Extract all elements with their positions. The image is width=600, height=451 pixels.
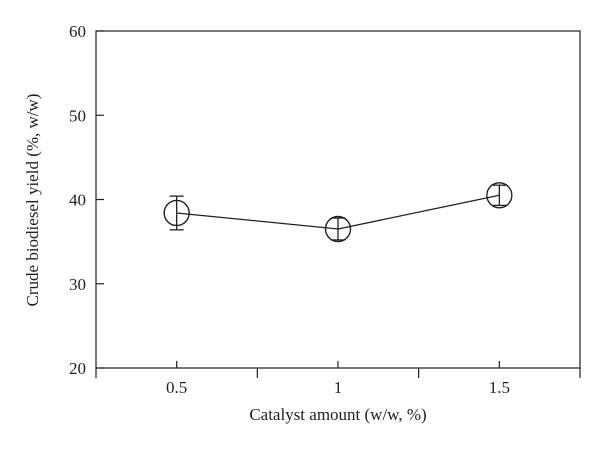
data-point	[486, 182, 513, 209]
y-tick-label: 60	[69, 22, 86, 41]
error-bar	[169, 195, 184, 231]
y-tick-label: 30	[69, 275, 86, 294]
x-axis-ticks: 0.5 1 1.5	[95, 361, 581, 397]
plot-frame	[95, 30, 581, 369]
y-tick-label: 50	[69, 106, 86, 125]
y-tick-label: 40	[69, 191, 86, 210]
x-tick-label: 0.5	[166, 378, 187, 397]
error-bar	[492, 184, 507, 207]
x-tick-label: 1.5	[489, 378, 510, 397]
y-axis-label: Crude biodiesel yield (%, w/w)	[23, 94, 42, 307]
data-point	[324, 215, 352, 243]
x-tick-label: 1	[334, 378, 343, 397]
y-tick-label: 20	[69, 359, 86, 378]
y-axis-ticks: 20 30 40 50 60	[69, 22, 104, 378]
series-layer	[163, 182, 513, 243]
x-axis-label: Catalyst amount (w/w, %)	[249, 405, 426, 424]
data-point	[163, 199, 190, 227]
